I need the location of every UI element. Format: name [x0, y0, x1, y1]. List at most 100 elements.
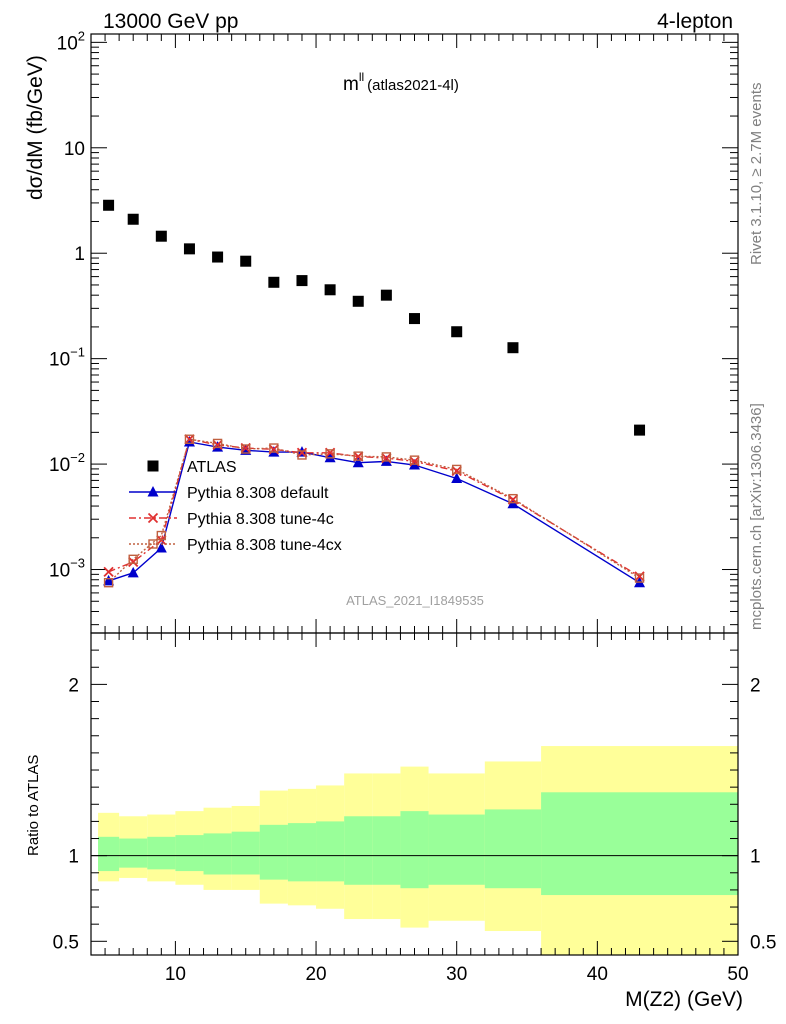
ratio-band-stat-bin — [316, 821, 345, 882]
data-point-series-0 — [296, 275, 308, 287]
data-point-series-1 — [352, 456, 364, 468]
ratio-band-stat-bin — [541, 792, 738, 896]
data-point-series-2 — [184, 434, 195, 445]
legend-marker — [147, 486, 159, 497]
analysis-watermark: ATLAS_2021_I1849535 — [346, 593, 484, 608]
data-point-series-3 — [128, 554, 138, 565]
data-point-series-3 — [353, 451, 363, 461]
y-tick-label: 10−3 — [49, 556, 85, 582]
data-point-series-0 — [183, 243, 195, 255]
data-point-series-0 — [352, 295, 364, 307]
process-label: 13000 GeV pp — [103, 10, 238, 33]
ratio-band-stat-bin — [372, 816, 401, 885]
ratio-y-tick-label-left: 2 — [68, 675, 79, 696]
data-point-series-0 — [634, 424, 646, 436]
data-point-series-3 — [451, 464, 462, 475]
legend-marker — [147, 460, 159, 472]
ratio-band-stat-bin — [428, 814, 485, 885]
x-tick-label: 20 — [305, 964, 326, 985]
legend-label: Pythia 8.308 tune-4cx — [187, 537, 342, 554]
legend-marker — [148, 539, 158, 549]
main-y-axis-title: dσ/dM (fb/GeV) — [24, 55, 47, 200]
ratio-band-stat-bin — [344, 816, 373, 885]
data-point-series-3 — [325, 449, 335, 459]
data-point-series-0 — [155, 230, 167, 242]
data-point-series-1 — [127, 566, 139, 578]
plot-title-sup: ll — [359, 70, 364, 84]
data-point-series-0 — [240, 255, 252, 267]
data-point-series-0 — [127, 213, 139, 225]
y-tick-label-exp: −1 — [70, 345, 85, 360]
data-point-series-3 — [297, 450, 307, 460]
ratio-band-stat-bin — [147, 836, 176, 870]
data-point-series-3 — [269, 443, 279, 453]
plot-title-main: m — [343, 74, 359, 95]
data-point-series-3 — [241, 444, 251, 454]
rivet-label: Rivet 3.1.10, ≥ 2.7M events — [748, 83, 765, 266]
x-tick-label: 50 — [727, 964, 748, 985]
marker-stroke — [103, 566, 114, 578]
marker-stroke — [184, 434, 195, 445]
ratio-band-stat-bin — [98, 836, 120, 872]
ratio-band-stat-bin — [484, 809, 542, 889]
ratio-y-tick-label-right: 2 — [750, 675, 761, 696]
marker-stroke — [296, 447, 308, 458]
y-tick-label-base: 10 — [49, 561, 70, 582]
data-point-series-3 — [103, 577, 114, 588]
ratio-band-stat-bin — [203, 833, 232, 875]
y-tick-label-base: 10 — [57, 33, 78, 54]
data-point-series-0 — [324, 284, 336, 296]
channel-label: 4-lepton — [657, 10, 733, 33]
data-point-series-1 — [324, 451, 336, 463]
y-tick-label: 10 — [64, 139, 85, 160]
x-axis-title: M(Z2) (GeV) — [625, 988, 743, 1011]
data-point-series-0 — [409, 313, 420, 325]
data-point-series-3 — [508, 493, 518, 504]
marker-stroke — [128, 556, 139, 568]
data-point-series-1 — [451, 472, 463, 483]
plot-title: mll (atlas2021-4l) — [343, 70, 459, 95]
y-tick-label-exp: −2 — [70, 450, 85, 465]
ratio-band-stat-bin — [400, 811, 429, 889]
y-tick-label-base: 10 — [49, 455, 70, 476]
data-point-series-2 — [103, 566, 114, 578]
data-point-series-1 — [155, 542, 167, 553]
mcplots-label: mcplots.cern.ch [arXiv:1306.3436] — [748, 403, 765, 630]
data-point-series-1 — [268, 446, 280, 457]
x-tick-label: 30 — [446, 964, 467, 985]
data-point-series-3 — [634, 573, 645, 583]
y-tick-label-base: 10 — [64, 139, 85, 160]
data-point-series-3 — [184, 434, 195, 444]
y-tick-label-base: 10 — [49, 350, 70, 371]
data-point-series-0 — [268, 276, 280, 288]
marker-stroke — [147, 512, 159, 524]
ratio-y-tick-label-right: 1 — [750, 847, 761, 868]
ratio-band-stat-bin — [287, 823, 317, 882]
y-tick-label: 102 — [57, 28, 85, 54]
legend-label: Pythia 8.308 default — [187, 485, 329, 502]
data-point-series-0 — [212, 251, 224, 263]
ratio-band-stat-bin — [259, 824, 288, 880]
ratio-band-stat-bin — [231, 831, 260, 875]
data-point-series-3 — [212, 438, 223, 449]
ratio-band-stat-bin — [119, 838, 148, 868]
data-point-series-1 — [212, 441, 224, 452]
data-point-series-3 — [381, 452, 392, 462]
legend-label: Pythia 8.308 tune-4c — [187, 511, 334, 528]
data-point-series-1 — [103, 574, 115, 586]
ratio-y-tick-label-left: 1 — [68, 847, 79, 868]
y-tick-label-exp: −3 — [70, 556, 85, 571]
data-point-series-2 — [128, 556, 139, 568]
data-point-series-0 — [451, 326, 463, 338]
ratio-y-tick-label-left: 0.5 — [53, 932, 79, 953]
ratio-band-stat-bin — [175, 835, 204, 872]
y-tick-label-exp: 2 — [78, 28, 85, 43]
ratio-y-axis-title: Ratio to ATLAS — [25, 755, 42, 856]
plot-title-sub: (atlas2021-4l) — [367, 77, 459, 94]
y-tick-label: 10−1 — [49, 345, 85, 371]
data-point-series-3 — [156, 530, 167, 541]
legend-label: ATLAS — [187, 459, 237, 476]
y-tick-label: 10−2 — [49, 450, 85, 476]
x-tick-label: 10 — [165, 964, 186, 985]
